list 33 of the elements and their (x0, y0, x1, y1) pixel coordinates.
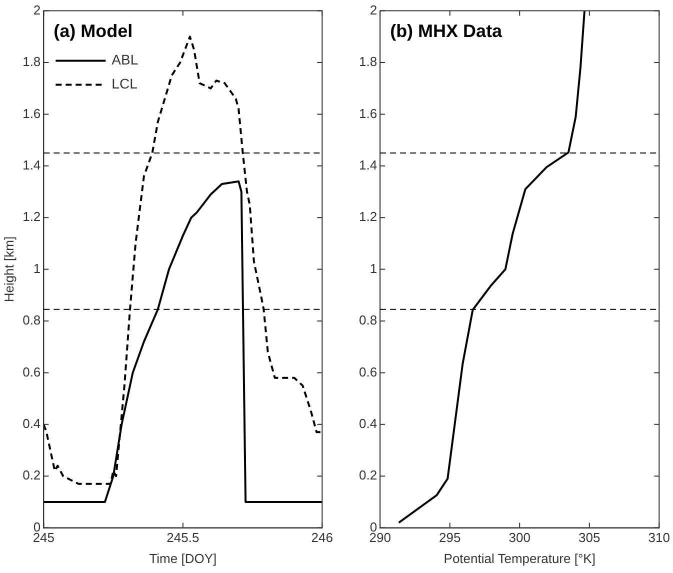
y-tick-label: 1.4 (358, 157, 378, 172)
x-tick-label: 310 (648, 530, 670, 546)
y-tick-label: 0.6 (358, 364, 378, 380)
x-tick-label: 305 (578, 530, 600, 546)
y-axis-title: Height [km] (1, 236, 16, 302)
legend-label: LCL (112, 76, 138, 92)
y-tick-label: 1.4 (22, 157, 41, 172)
y-tick-label: 0.2 (358, 468, 378, 483)
text: (a) Model (54, 20, 133, 41)
y-tick-label: 1 (33, 260, 41, 276)
y-tick-label: 1.6 (22, 106, 41, 121)
y-tick-label: 2 (370, 2, 378, 18)
y-tick-label: 1.2 (358, 209, 378, 224)
y-tick-label: 1.6 (358, 106, 378, 121)
x-tick-label: 245.5 (166, 530, 200, 546)
y-tick-label: 0.8 (22, 312, 41, 328)
y-tick-label: 0.4 (358, 416, 378, 431)
y-tick-label: 1.8 (22, 54, 41, 70)
y-tick-label: 0.2 (22, 468, 41, 483)
x-axis-title: Time [DOY] (149, 550, 217, 566)
y-tick-label: 2 (33, 2, 41, 18)
y-tick-label: 0.6 (22, 364, 41, 380)
legend-label: ABL (112, 52, 138, 68)
y-tick-label: 1.2 (22, 209, 41, 224)
y-tick-label: 1.8 (358, 54, 378, 70)
y-tick-label: 1 (370, 260, 378, 276)
text: (b) MHX Data (390, 20, 504, 41)
x-axis-title: Potential Temperature [°K] (444, 550, 596, 566)
y-tick-label: 0.4 (22, 416, 41, 431)
x-tick-label: 295 (438, 530, 461, 546)
y-tick-label: 0.8 (358, 312, 378, 328)
x-tick-label: 246 (311, 530, 334, 546)
x-tick-label: 300 (508, 530, 530, 546)
